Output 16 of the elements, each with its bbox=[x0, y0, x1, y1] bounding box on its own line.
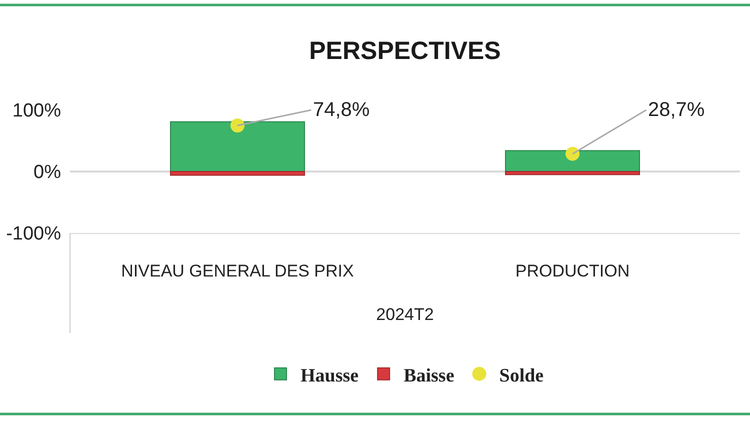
x-axis-title: 2024T2 bbox=[376, 304, 434, 324]
bar bbox=[170, 121, 305, 172]
chart-title: PERSPECTIVES bbox=[309, 36, 501, 65]
x-tick-label: NIVEAU GENERAL DES PRIX bbox=[121, 261, 354, 280]
data-label: 28,7% bbox=[648, 99, 705, 121]
legend-label: Hausse bbox=[300, 365, 359, 386]
bar bbox=[505, 150, 640, 172]
data-label: 74,8% bbox=[313, 99, 370, 121]
y-tick-label: 0% bbox=[34, 162, 62, 184]
bar bbox=[170, 171, 305, 176]
y-tick-label: 100% bbox=[12, 100, 62, 122]
x-tick-label: PRODUCTION bbox=[515, 261, 630, 280]
legend-label: Solde bbox=[499, 365, 544, 386]
y-tick-label: -100% bbox=[6, 224, 62, 245]
legend-label: Baisse bbox=[404, 365, 454, 386]
bar bbox=[505, 171, 640, 176]
